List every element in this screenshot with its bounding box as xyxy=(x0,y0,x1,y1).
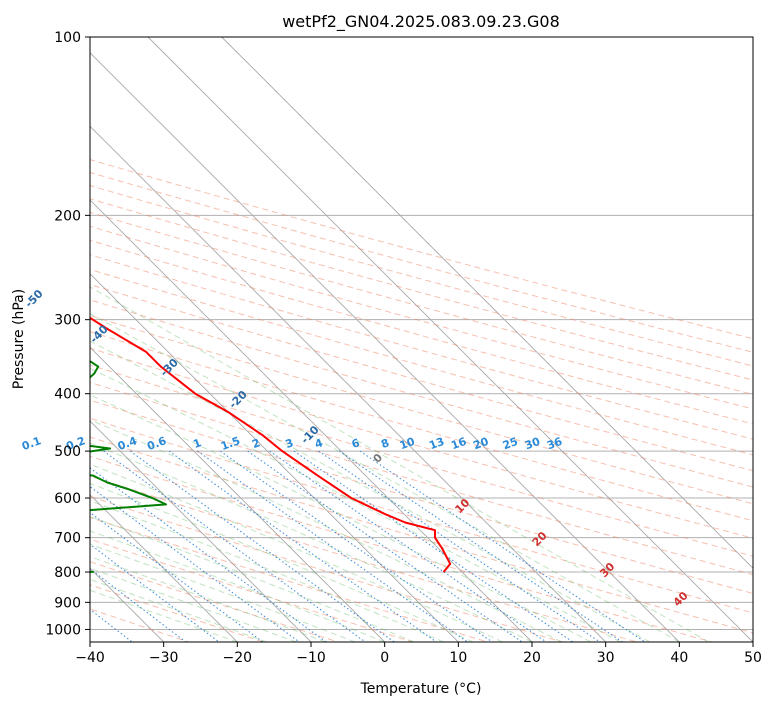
y-tick-label: 800 xyxy=(54,565,81,581)
dry-adiabat xyxy=(90,184,753,367)
isotherm-line xyxy=(90,273,459,642)
y-tick-label: 700 xyxy=(54,531,81,547)
y-tick-label: 200 xyxy=(54,208,81,224)
moist-adiabat xyxy=(90,530,385,642)
moist-adiabat xyxy=(90,567,297,642)
y-tick-label: 600 xyxy=(54,491,81,507)
axes: −40 −30 −20 −10 0 10 20 30 40 5010020030040050060… xyxy=(45,30,762,666)
x-axis-label: Temperature (°C) xyxy=(360,681,482,697)
isotherm-line xyxy=(90,346,386,642)
x-tick-label: 0 xyxy=(380,650,389,666)
dry-adiabat xyxy=(90,171,753,353)
mixing-ratio-line xyxy=(359,450,646,642)
x-tick-label: 40 xyxy=(670,650,688,666)
y-tick-label: 300 xyxy=(54,313,81,329)
dry-adiabat xyxy=(90,417,753,614)
y-tick-label: 100 xyxy=(54,30,81,46)
dry-adiabat xyxy=(90,399,753,595)
x-tick-label: −40 xyxy=(75,650,105,666)
mixing-ratio-label: 36 xyxy=(545,435,564,453)
moist-adiabat xyxy=(90,515,415,642)
series-temperature-line xyxy=(90,316,452,573)
mixing-ratio-line xyxy=(103,450,366,642)
isotherm-line xyxy=(221,37,753,569)
isotherm-line xyxy=(90,494,238,642)
y-axis-label: Pressure (hPa) xyxy=(11,289,27,389)
moist-adiabat xyxy=(90,463,503,642)
sounding-lines xyxy=(90,316,452,573)
isopleth-grid xyxy=(90,37,753,642)
dry-adiabat xyxy=(90,211,753,395)
mixing-ratio-label: 4 xyxy=(313,436,325,451)
mixing-ratio-label: 0.6 xyxy=(145,434,168,453)
mixing-ratio-label: 10 xyxy=(398,435,417,453)
mixing-ratio-line xyxy=(90,485,300,642)
dry-adiabat xyxy=(90,538,414,642)
isotherm-line xyxy=(90,420,312,642)
dry-adiabat xyxy=(90,364,753,557)
mixing-ratio-label: 0.1 xyxy=(20,434,43,453)
mixing-ratio-line xyxy=(318,450,601,642)
x-tick-label: −20 xyxy=(223,650,253,666)
mixing-ratio-label: 1 xyxy=(191,436,203,451)
moist-adiabat xyxy=(90,556,326,642)
dry-adiabat xyxy=(90,347,753,539)
isotherm-line xyxy=(90,125,607,642)
mixing-ratio-label: 30 xyxy=(523,435,542,453)
plot-frame xyxy=(89,36,754,643)
mixing-ratio-line xyxy=(129,450,395,642)
mixing-ratio-label: 25 xyxy=(501,435,520,452)
chart-title: wetPf2_GN04.2025.083.09.23.G08 xyxy=(282,12,560,32)
moist-adiabat xyxy=(90,482,474,642)
moist-adiabat xyxy=(90,578,267,642)
dry-adiabat xyxy=(90,198,753,381)
moist-adiabat xyxy=(90,313,680,642)
isotherm-line xyxy=(147,37,753,642)
mixing-ratio-label: 8 xyxy=(379,436,391,451)
mixing-ratio-label: 0.2 xyxy=(64,434,87,453)
y-tick-label: 900 xyxy=(54,595,81,611)
moist-adiabat xyxy=(90,286,710,642)
moist-adiabat xyxy=(90,442,533,642)
dry-adiabat xyxy=(90,561,339,642)
mixing-ratio-label: 3 xyxy=(284,436,296,451)
y-tick-label: 400 xyxy=(54,387,81,403)
mixing-ratio-label: 2 xyxy=(250,436,262,451)
moist-adiabat xyxy=(90,419,562,642)
x-tick-label: 50 xyxy=(744,650,762,666)
dry-adiabat xyxy=(90,584,264,642)
x-tick-label: 20 xyxy=(523,650,541,666)
dry-adiabat xyxy=(90,455,712,642)
x-tick-label: −10 xyxy=(296,650,326,666)
moist-adiabat xyxy=(90,589,238,642)
dry-adiabat xyxy=(90,315,753,505)
mixing-ratio-line xyxy=(247,450,523,642)
mixing-ratio-line xyxy=(168,450,437,642)
mixing-ratio-line xyxy=(293,450,574,642)
mixing-ratio-line xyxy=(90,467,327,642)
x-tick-label: 30 xyxy=(597,650,615,666)
dry-adiabat xyxy=(90,225,753,410)
mixing-ratio-label: 16 xyxy=(449,435,468,453)
isotherm-line xyxy=(90,52,680,642)
plot-background xyxy=(90,37,753,642)
mixing-ratio-label: 13 xyxy=(427,435,446,452)
x-tick-label: −30 xyxy=(149,650,179,666)
isotherm-line xyxy=(90,199,533,642)
dry-adiabat xyxy=(90,495,563,642)
mixing-ratio-line xyxy=(338,450,623,642)
dry-adiabat xyxy=(90,516,488,642)
mixing-ratio-label: 20 xyxy=(471,435,490,453)
y-tick-label: 1000 xyxy=(45,622,81,638)
mixing-ratio-line xyxy=(90,543,220,642)
mixing-ratio-label: 0.4 xyxy=(116,434,139,453)
y-tick-label: 500 xyxy=(54,444,81,460)
mixing-ratio-label: 6 xyxy=(350,436,362,451)
x-tick-label: 10 xyxy=(449,650,467,666)
mixing-ratio-label: 1.5 xyxy=(219,434,242,453)
moist-adiabat xyxy=(90,394,592,642)
